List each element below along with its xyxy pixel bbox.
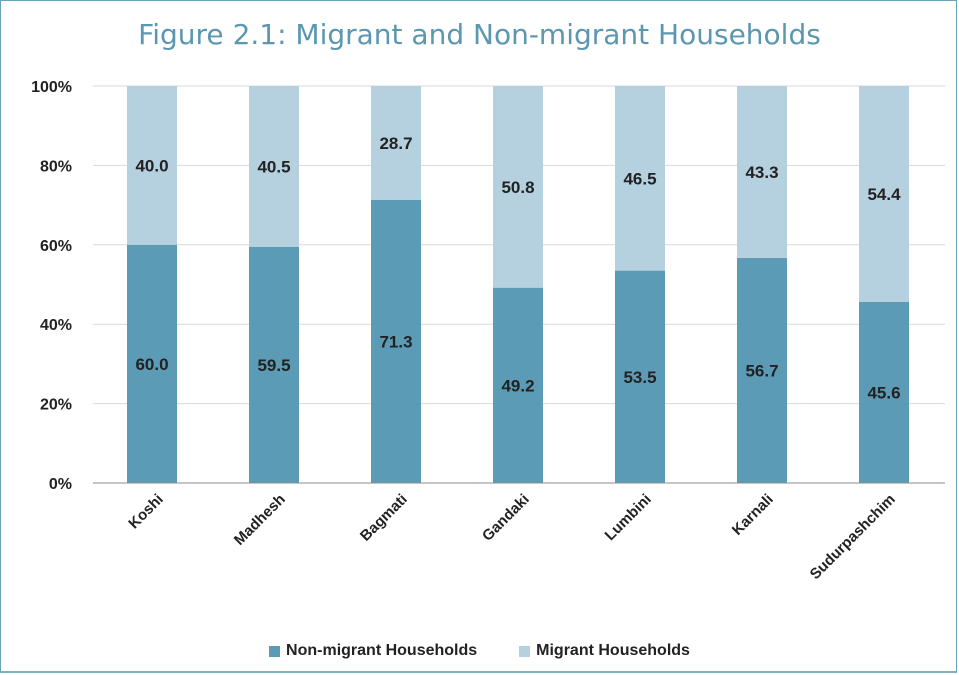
bar-non-migrant [737,257,787,483]
legend-label-non-migrant: Non-migrant Households [286,642,478,659]
legend-swatch-non-migrant [269,645,281,657]
data-label-non-migrant: 49.2 [501,376,534,395]
data-label-non-migrant: 71.3 [379,332,412,351]
bar-migrant [737,86,787,258]
x-tick-label: Gandaki [479,491,533,545]
bar-non-migrant [127,244,177,483]
data-label-migrant: 40.5 [257,157,290,176]
bar-non-migrant [249,246,299,483]
x-tick-label: Lumbini [602,491,655,544]
bar-non-migrant [493,287,543,483]
y-tick-label: 80% [40,158,72,175]
legend: Non-migrant Households Migrant Household… [0,642,959,660]
bar-non-migrant [615,270,665,483]
legend-item-migrant: Migrant Households [519,642,690,660]
stacked-bar-chart: 0% 20% 40% 60% 80% 100% 60.0 40.0 Koshi 59.5 40.5 M… [31,79,945,583]
data-label-migrant: 43.3 [745,163,778,182]
data-label-migrant: 54.4 [867,185,901,204]
data-label-non-migrant: 45.6 [867,383,900,402]
y-tick-label: 20% [40,397,72,414]
data-label-non-migrant: 60.0 [135,355,168,374]
bar-migrant [249,86,299,247]
x-tick-label: Koshi [125,491,166,532]
data-label-migrant: 40.0 [135,156,168,175]
legend-swatch-migrant [519,645,531,657]
y-tick-label: 60% [40,238,72,255]
y-tick-label: 40% [40,317,72,334]
x-tick-label: Sudurpashchim [807,491,899,583]
chart-title: Figure 2.1: Migrant and Non-migrant Hous… [138,18,821,51]
bar-migrant [493,86,543,288]
data-label-migrant: 28.7 [379,134,412,153]
bar-migrant [615,86,665,271]
data-label-migrant: 50.8 [501,178,534,197]
x-tick-label: Madhesh [231,491,289,549]
x-tick-label: Bagmati [357,491,411,545]
bar-non-migrant [371,199,421,483]
bar-migrant [859,86,909,302]
bar-migrant [371,86,421,200]
data-label-migrant: 46.5 [623,169,656,188]
legend-item-non-migrant: Non-migrant Households [269,642,477,660]
x-tick-label: Karnali [729,491,777,539]
y-tick-label: 0% [49,476,72,493]
data-label-non-migrant: 56.7 [745,361,778,380]
y-tick-label: 100% [31,79,72,96]
bar-migrant [127,86,177,245]
data-label-non-migrant: 53.5 [623,368,656,387]
legend-label-migrant: Migrant Households [536,642,690,659]
data-label-non-migrant: 59.5 [257,356,290,375]
bar-non-migrant [859,301,909,483]
